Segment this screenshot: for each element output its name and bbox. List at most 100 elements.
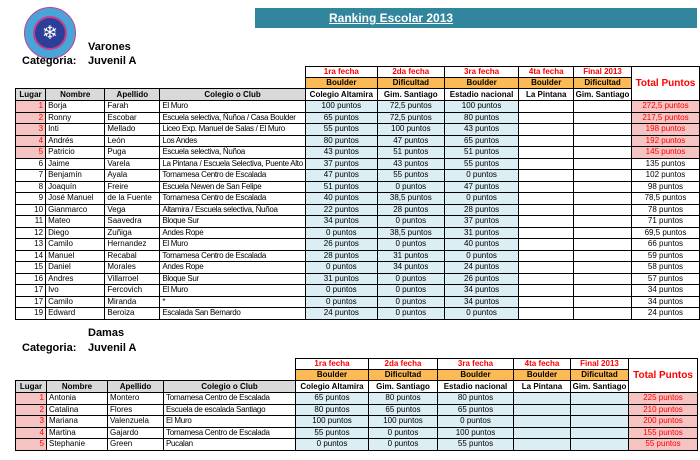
fecha-3-header: 3ra fecha: [437, 358, 514, 370]
fecha-2-points: 100 puntos: [368, 415, 438, 428]
lugar-header: Lugar: [15, 380, 47, 393]
total-points-cell: 198 puntos: [630, 123, 700, 136]
total-points-cell: 24 puntos: [630, 307, 700, 320]
table-row: 7 Benjamín Ayala Tornamesa Centro de Esc…: [14, 169, 700, 182]
venue-2-header: Gim. Santiago: [376, 88, 445, 101]
fecha-1-points: 34 puntos: [304, 215, 378, 228]
first-name-cell: Borja: [45, 100, 106, 113]
first-name-cell: Edward: [45, 307, 106, 320]
fecha-4-points: [513, 403, 571, 416]
discipline-3-header: Boulder: [437, 369, 514, 381]
club-cell: Tornamesa Centro de Escalada: [159, 192, 306, 205]
fecha-1-points: 65 puntos: [295, 392, 369, 405]
fecha-1-points: 55 puntos: [304, 123, 378, 136]
table-row: 4 Martina Gajardo Tornamesa Centro de Es…: [15, 426, 698, 439]
first-name-cell: Inti: [45, 123, 106, 136]
total-points-cell: 217,5 puntos: [630, 111, 700, 124]
rank-cell: 4: [14, 134, 47, 147]
final-points: [570, 392, 629, 405]
fecha-2-points: 34 puntos: [376, 261, 445, 274]
venue-5-header: Gim. Santiago: [570, 380, 629, 393]
first-name-cell: Ronny: [45, 111, 106, 124]
venue-1-header: Colegio Altamira: [304, 88, 378, 101]
rank-cell: 14: [14, 249, 47, 262]
rank-cell: 16: [14, 272, 47, 285]
damas-category-label: Categoria:: [22, 342, 77, 354]
table-row: 2 Ronny Escobar Escuela selectiva, Ñuñoa…: [14, 111, 700, 124]
spacer-cell: [16, 78, 306, 89]
final-points: [573, 192, 632, 205]
fecha-4-header: 4ta fecha: [513, 358, 571, 370]
table-row: 1 Antonia Montero Tornamesa Centro de Es…: [15, 392, 698, 405]
table-row: 1 Borja Farah El Muro 100 puntos 72,5 pu…: [14, 100, 700, 113]
venue-4-header: La Pintana: [518, 88, 575, 101]
fecha-3-points: 24 puntos: [443, 261, 520, 274]
apellido-header: Apellido: [107, 380, 164, 393]
fecha-2-points: 28 puntos: [376, 203, 445, 216]
first-name-cell: Stephanie: [46, 438, 108, 451]
final-points: [573, 169, 632, 182]
lugar-header: Lugar: [14, 88, 47, 101]
fecha-2-points: 0 puntos: [376, 284, 445, 297]
fecha-3-points: 0 puntos: [443, 192, 520, 205]
venue-5-header: Gim. Santiago: [573, 88, 632, 101]
apellido-header: Apellido: [104, 88, 161, 101]
first-name-cell: Catalina: [46, 403, 108, 416]
varones-category-label: Categoria:: [22, 55, 77, 67]
rank-cell: 7: [14, 169, 47, 182]
last-name-cell: Mellado: [104, 123, 161, 136]
final-points: [570, 426, 629, 439]
discipline-2-header: Dificultad: [368, 369, 438, 381]
last-name-cell: Green: [107, 438, 164, 451]
final-points: [573, 100, 632, 113]
rank-cell: 1: [14, 100, 47, 113]
club-cell: Escuela selectiva, Ñuñoa / Casa Boulder: [159, 111, 306, 124]
title-banner: Ranking Escolar 2013: [255, 8, 697, 28]
total-points-cell: 210 puntos: [628, 403, 698, 416]
venue-1-header: Colegio Altamira: [295, 380, 369, 393]
fecha-2-points: 0 puntos: [376, 307, 445, 320]
table-row: 10 Gianmarco Vega Altamira / Escuela sel…: [14, 203, 700, 216]
fecha-4-points: [518, 111, 575, 124]
table-row: 2 Catalina Flores Escuela de escalada Sa…: [15, 403, 698, 416]
final-points: [573, 215, 632, 228]
last-name-cell: Recabal: [104, 249, 161, 262]
fecha-2-points: 31 puntos: [376, 249, 445, 262]
fecha-2-points: 0 puntos: [376, 180, 445, 193]
venue-3-header: Estadio nacional: [443, 88, 520, 101]
spacer-cell: [16, 370, 296, 381]
fecha-1-points: 26 puntos: [304, 238, 378, 251]
fecha-1-points: 80 puntos: [295, 403, 369, 416]
table-row: 13 Camilo Hernandez El Muro 26 puntos 0 …: [14, 238, 700, 251]
club-cell: El Muro: [159, 100, 306, 113]
fecha-1-points: 28 puntos: [304, 249, 378, 262]
fecha-1-header: 1ra fecha: [295, 358, 369, 370]
final-header: Final 2013: [573, 66, 632, 78]
total-points-cell: 71 puntos: [630, 215, 700, 228]
fecha-1-points: 24 puntos: [304, 307, 378, 320]
last-name-cell: Morales: [104, 261, 161, 274]
rank-cell: 5: [14, 146, 47, 159]
column-header-row: Lugar Nombre Apellido Colegio o Club Col…: [14, 88, 700, 101]
fecha-2-points: 0 puntos: [376, 272, 445, 285]
damas-ranking-table: 1ra fecha 2da fecha 3ra fecha 4ta fecha …: [15, 358, 698, 451]
final-points: [573, 261, 632, 274]
fecha-3-points: 0 puntos: [443, 249, 520, 262]
final-points: [573, 249, 632, 262]
fecha-1-points: 37 puntos: [304, 157, 378, 170]
fecha-2-points: 65 puntos: [368, 403, 438, 416]
fecha-2-points: 0 puntos: [368, 438, 438, 451]
fecha-4-points: [518, 203, 575, 216]
fecha-4-points: [518, 146, 575, 159]
rank-cell: 3: [15, 415, 47, 428]
venue-3-header: Estadio nacional: [437, 380, 514, 393]
fecha-2-header: 2da fecha: [376, 66, 445, 78]
varones-ranking-table: 1ra fecha 2da fecha 3ra fecha 4ta fecha …: [14, 66, 700, 320]
final-points: [573, 238, 632, 251]
total-points-cell: 272,5 puntos: [630, 100, 700, 113]
fecha-1-points: 51 puntos: [304, 180, 378, 193]
fecha-4-header: 4ta fecha: [518, 66, 575, 78]
nombre-header: Nombre: [46, 380, 108, 393]
fecha-4-points: [513, 438, 571, 451]
fecha-1-points: 0 puntos: [295, 438, 369, 451]
